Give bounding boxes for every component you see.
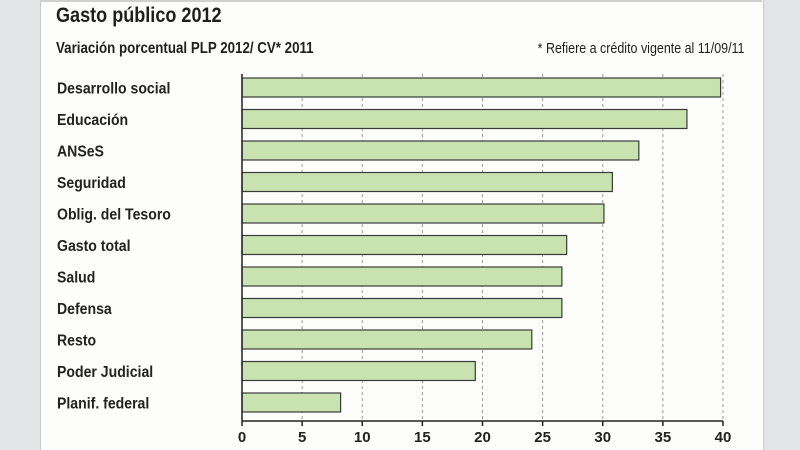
bar-9 [241, 360, 476, 382]
category-label-3: Seguridad [57, 174, 126, 192]
x-tick-label-30: 30 [594, 429, 611, 446]
x-tick-label-0: 0 [238, 429, 246, 446]
chart-subtitle: Variación porcentual PLP 2012/ CV* 2011 [56, 40, 314, 57]
x-tick-label-40: 40 [715, 429, 732, 446]
chart-footnote: * Refiere a crédito vigente al 11/09/11 [537, 41, 744, 57]
category-label-2: ANSeS [57, 143, 104, 161]
bar-4 [241, 203, 605, 224]
x-tick-label-35: 35 [655, 429, 672, 446]
category-label-6: Salud [57, 269, 95, 287]
bar-3 [241, 171, 613, 193]
x-tick-label-5: 5 [298, 429, 306, 446]
chart-title: Gasto público 2012 [56, 4, 222, 27]
bar-1 [241, 108, 688, 130]
bar-7 [241, 297, 563, 319]
category-label-9: Poder Judicial [57, 363, 153, 381]
category-label-4: Oblig. del Tesoro [57, 206, 171, 224]
category-label-10: Planif. federal [57, 395, 149, 413]
bar-8 [241, 329, 533, 350]
bar-0 [241, 77, 722, 98]
category-label-0: Desarrollo social [57, 80, 170, 98]
panel-top-border [40, 0, 762, 2]
category-label-1: Educación [57, 111, 128, 129]
category-label-5: Gasto total [57, 237, 131, 255]
category-label-7: Defensa [57, 300, 112, 318]
bar-2 [241, 140, 640, 161]
x-tick-label-15: 15 [414, 429, 431, 446]
x-tick-label-25: 25 [534, 429, 551, 446]
bar-5 [241, 234, 568, 256]
bar-6 [241, 266, 563, 287]
category-label-8: Resto [57, 332, 96, 350]
bar-10 [241, 392, 342, 413]
x-tick-label-20: 20 [474, 429, 491, 446]
x-tick-label-10: 10 [354, 429, 371, 446]
